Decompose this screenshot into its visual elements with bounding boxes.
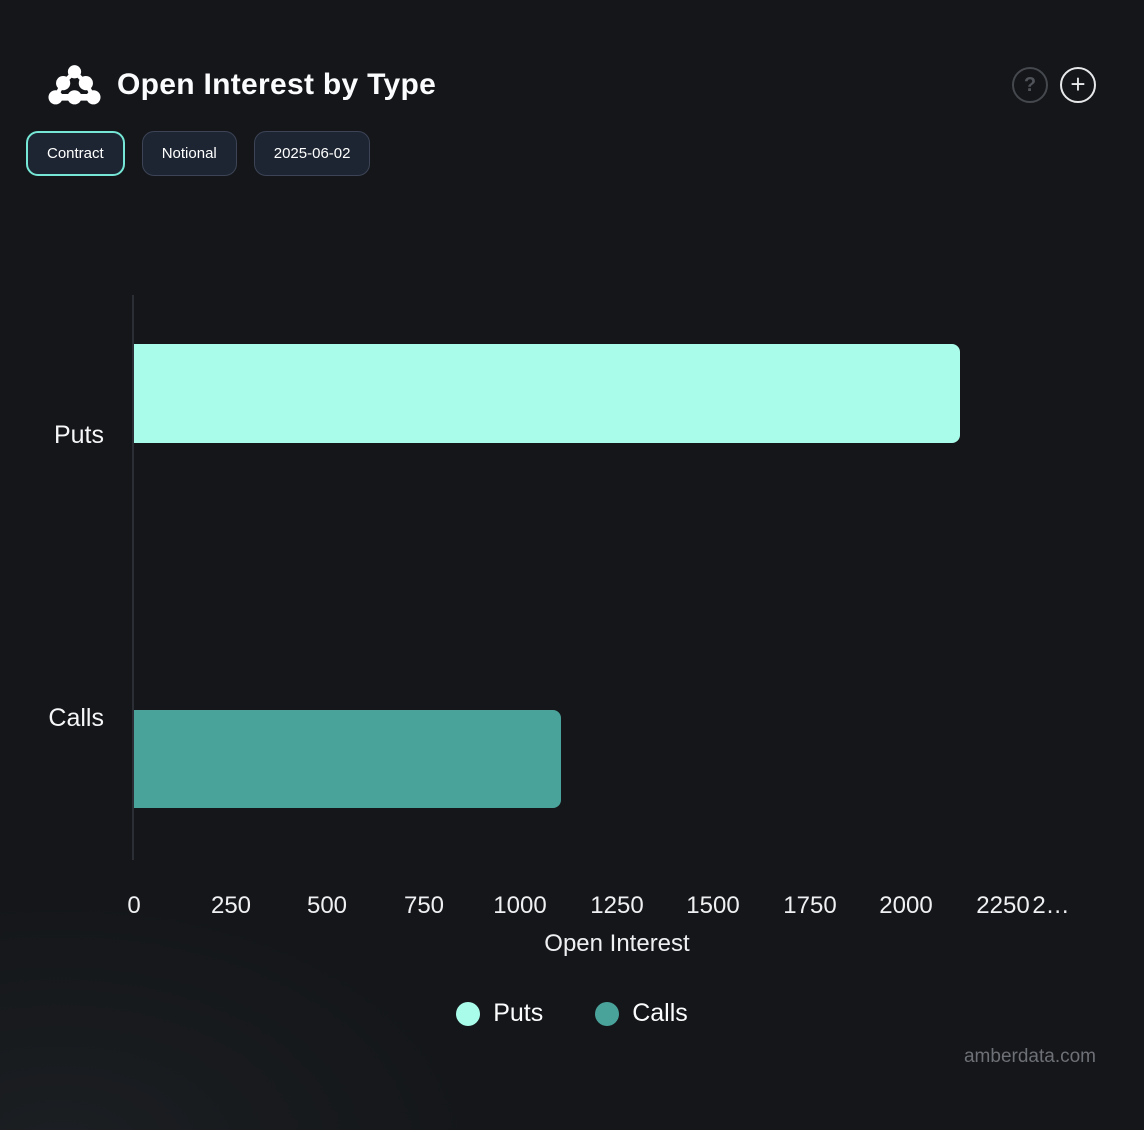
y-axis-label-calls: Calls <box>48 704 104 732</box>
contract-toggle-button[interactable]: Contract <box>26 131 125 176</box>
header-icons: ? + <box>1012 67 1096 103</box>
header: Open Interest by Type ? + <box>48 58 1096 112</box>
plus-icon: + <box>1070 68 1086 99</box>
x-tick-label: 750 <box>403 892 445 919</box>
legend-item-puts[interactable]: Puts <box>456 999 543 1028</box>
x-tick-label: 500 <box>306 892 348 919</box>
x-tick-label: 250 <box>210 892 252 919</box>
y-axis-label-puts: Puts <box>53 421 104 449</box>
bar-puts[interactable] <box>134 344 960 443</box>
question-mark-icon: ? <box>1023 73 1037 96</box>
amberdata-logo-icon <box>48 64 101 106</box>
legend-label: Calls <box>632 999 688 1027</box>
add-button[interactable]: + <box>1060 67 1096 103</box>
page-title: Open Interest by Type <box>117 68 437 101</box>
legend-label: Puts <box>493 999 544 1027</box>
legend-dot-icon <box>456 1001 481 1026</box>
bar-calls[interactable] <box>134 710 561 808</box>
legend-dot-icon <box>595 1001 620 1026</box>
notional-toggle-button[interactable]: Notional <box>141 131 237 176</box>
x-tick-label: 2000 <box>879 892 933 919</box>
y-axis-line <box>132 295 134 860</box>
filter-toolbar: Contract Notional 2025-06-02 <box>26 131 371 176</box>
x-tick-label: 2… <box>1032 892 1070 919</box>
x-tick-label: 2250 <box>976 892 1030 919</box>
x-tick-label: 1000 <box>493 892 547 919</box>
x-tick-label: 1500 <box>686 892 740 919</box>
legend-item-calls[interactable]: Calls <box>595 999 688 1028</box>
x-tick-label: 1250 <box>590 892 644 919</box>
chart-legend: Puts Calls <box>0 999 1144 1028</box>
x-axis-title: Open Interest <box>544 930 690 957</box>
date-filter-button[interactable]: 2025-06-02 <box>253 131 371 176</box>
help-button[interactable]: ? <box>1012 67 1048 103</box>
x-tick-label: 0 <box>127 892 141 919</box>
x-tick-label: 1750 <box>783 892 837 919</box>
watermark: amberdata.com <box>963 1046 1096 1067</box>
